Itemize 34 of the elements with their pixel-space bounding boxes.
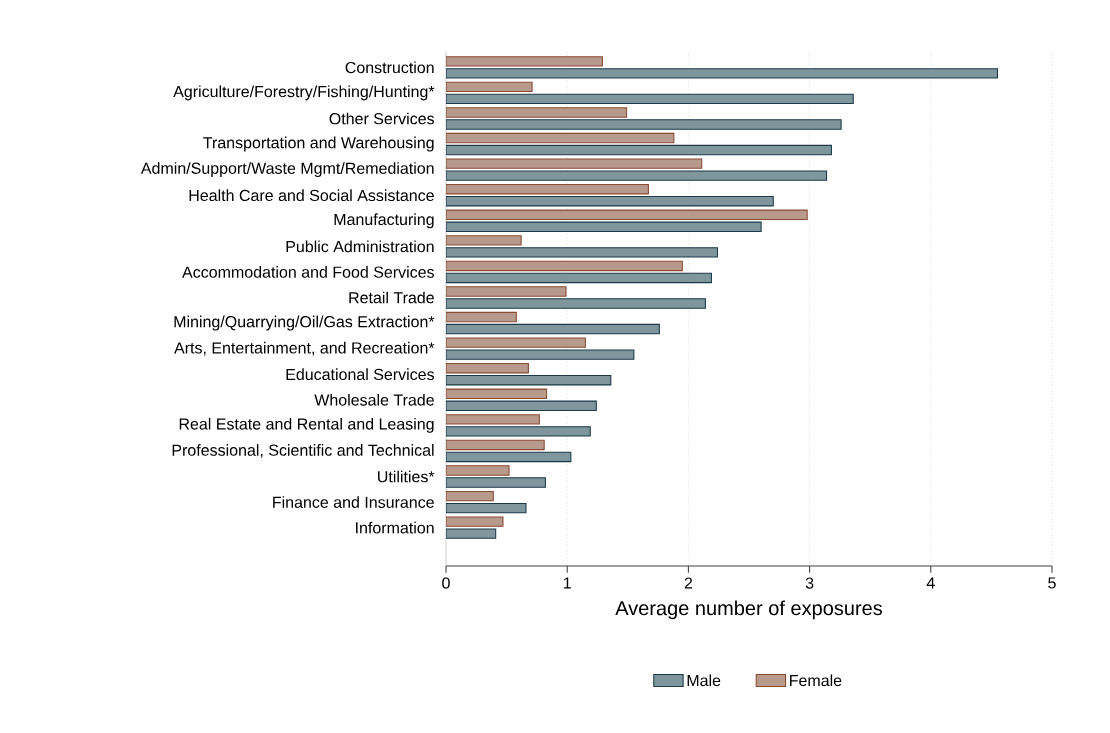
y-tick-label: Retail Trade — [349, 291, 434, 304]
y-tick-label: Information — [356, 521, 434, 534]
y-tick-label: Admin/Support/Waste Mgmt/Remediation — [140, 162, 434, 178]
y-tick-label: Educational Services — [286, 368, 435, 381]
legend-label: Male — [687, 674, 721, 687]
x-tick-label: 2 — [684, 577, 693, 589]
bar — [446, 477, 546, 488]
x-tick-label: 1 — [563, 577, 571, 589]
bar — [446, 119, 842, 130]
x-tick-label: 5 — [1048, 577, 1056, 589]
y-tick-label: Mining/Quarrying/Oil/Gas Extraction* — [174, 315, 435, 331]
bar — [446, 298, 706, 309]
y-tick-label: Agriculture/Forestry/Fishing/Hunting* — [173, 85, 435, 101]
x-tick-label: 4 — [926, 577, 935, 589]
y-tick-label: Transportation and Warehousing — [203, 136, 434, 152]
x-tick-label: 0 — [442, 577, 450, 589]
y-tick-label: Accommodation and Food Services — [182, 266, 434, 278]
y-tick-label: Finance and Insurance — [273, 496, 434, 508]
legend-label: Female — [790, 674, 842, 687]
y-tick-label: Arts, Entertainment, and Recreation* — [174, 341, 435, 356]
y-tick-label: Real Estate and Rental and Leasing — [179, 417, 434, 433]
y-tick-label: Construction — [345, 61, 434, 74]
y-tick-label: Other Services — [329, 112, 435, 125]
y-tick-label: Utilities* — [378, 470, 435, 483]
y-tick-label: Professional, Scientific and Technical — [172, 444, 434, 458]
y-tick-label: Manufacturing — [334, 213, 434, 229]
x-tick-label: 3 — [805, 577, 814, 589]
y-tick-label: Wholesale Trade — [314, 393, 434, 406]
y-tick-label: Public Administration — [286, 240, 434, 253]
bar — [446, 286, 567, 297]
y-tick-label: Health Care and Social Assistance — [189, 189, 434, 202]
bar — [446, 107, 628, 118]
bar — [446, 465, 510, 476]
x-axis-title: Average number of exposures — [615, 600, 882, 620]
